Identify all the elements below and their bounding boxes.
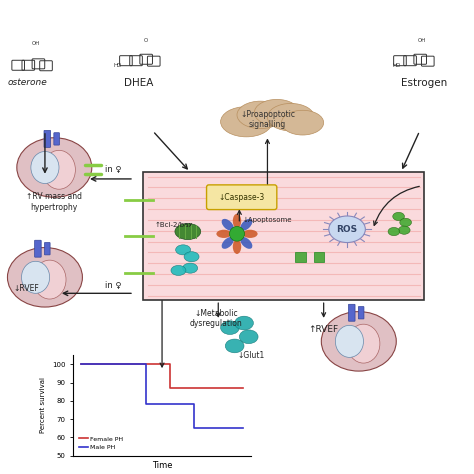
FancyBboxPatch shape <box>358 307 364 319</box>
Ellipse shape <box>237 101 284 128</box>
Ellipse shape <box>393 212 404 220</box>
Ellipse shape <box>267 103 314 131</box>
FancyBboxPatch shape <box>207 185 277 210</box>
Text: ROS: ROS <box>337 225 358 234</box>
Ellipse shape <box>239 330 258 344</box>
Text: ↓RVEF: ↓RVEF <box>13 284 39 293</box>
Ellipse shape <box>31 152 59 183</box>
Ellipse shape <box>398 226 410 234</box>
FancyBboxPatch shape <box>54 133 59 145</box>
Ellipse shape <box>235 316 254 330</box>
Ellipse shape <box>282 110 324 135</box>
Text: Estrogen: Estrogen <box>401 78 447 88</box>
Ellipse shape <box>336 325 364 357</box>
Ellipse shape <box>321 311 396 371</box>
Ellipse shape <box>329 216 365 243</box>
Text: in ♀: in ♀ <box>105 281 121 290</box>
Ellipse shape <box>222 237 234 249</box>
FancyBboxPatch shape <box>45 243 50 255</box>
Text: osterone: osterone <box>8 78 47 87</box>
Ellipse shape <box>220 107 272 137</box>
Text: ↓Caspase-3: ↓Caspase-3 <box>219 193 265 202</box>
Ellipse shape <box>217 230 231 238</box>
Text: ↓Proapoptotic
signalling: ↓Proapoptotic signalling <box>240 110 295 129</box>
Ellipse shape <box>233 214 241 228</box>
Ellipse shape <box>240 237 252 249</box>
Ellipse shape <box>222 219 234 231</box>
Ellipse shape <box>255 100 299 126</box>
FancyBboxPatch shape <box>44 130 51 147</box>
Ellipse shape <box>220 321 239 335</box>
Circle shape <box>229 227 245 241</box>
Text: OH: OH <box>31 41 40 46</box>
Ellipse shape <box>233 239 241 254</box>
Ellipse shape <box>43 150 75 189</box>
Text: ↓Metabolic
dysregulation: ↓Metabolic dysregulation <box>190 309 242 328</box>
Ellipse shape <box>21 261 50 293</box>
Text: ↓Glut1: ↓Glut1 <box>237 351 264 360</box>
FancyBboxPatch shape <box>143 172 424 300</box>
Text: OH: OH <box>418 38 426 43</box>
Ellipse shape <box>176 245 191 255</box>
Ellipse shape <box>400 219 411 227</box>
Text: HO: HO <box>113 63 122 68</box>
Text: in ♀: in ♀ <box>105 165 121 174</box>
FancyBboxPatch shape <box>348 304 355 321</box>
Ellipse shape <box>17 138 92 197</box>
Text: ↓Apoptosome: ↓Apoptosome <box>243 217 292 223</box>
Ellipse shape <box>243 230 257 238</box>
Ellipse shape <box>33 260 66 299</box>
Text: DHEA: DHEA <box>124 78 153 88</box>
Ellipse shape <box>388 228 400 236</box>
Ellipse shape <box>182 263 198 273</box>
FancyBboxPatch shape <box>35 240 41 257</box>
Text: ↑RV mass and
hypertrophy: ↑RV mass and hypertrophy <box>26 192 82 211</box>
Ellipse shape <box>225 339 244 353</box>
Ellipse shape <box>171 265 186 275</box>
Text: O: O <box>144 38 148 43</box>
Text: HO: HO <box>392 63 401 68</box>
Ellipse shape <box>184 252 199 262</box>
Text: ↑Bcl-2/bax: ↑Bcl-2/bax <box>155 222 193 228</box>
Ellipse shape <box>8 247 82 307</box>
Ellipse shape <box>175 224 201 239</box>
Text: ↑RVEF: ↑RVEF <box>309 326 339 335</box>
Ellipse shape <box>240 219 252 231</box>
Ellipse shape <box>347 324 380 363</box>
